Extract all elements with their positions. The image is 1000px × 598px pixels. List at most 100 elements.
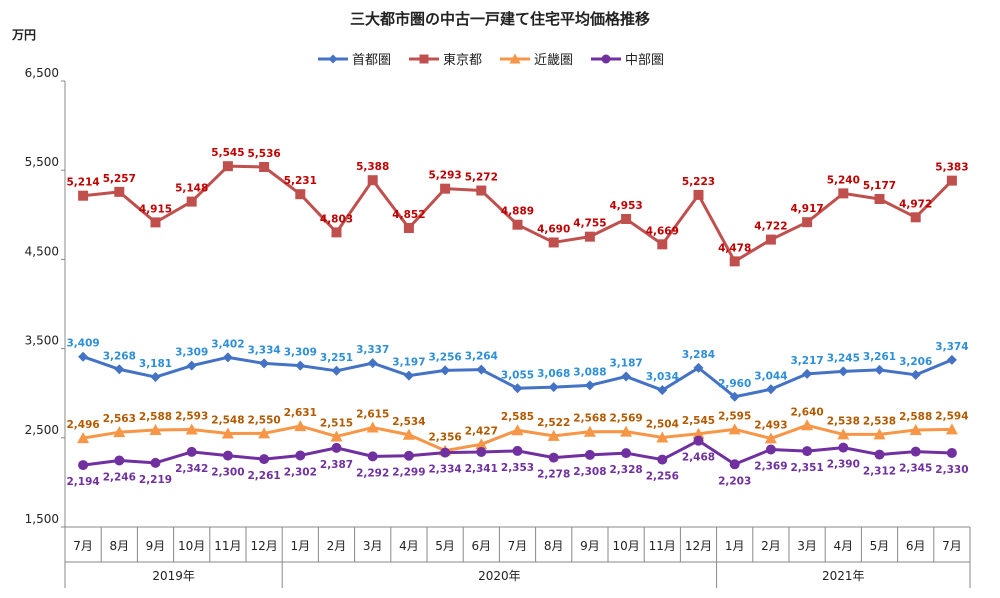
data-label: 2,585	[501, 411, 534, 423]
data-point	[512, 445, 523, 456]
data-label: 4,690	[537, 223, 570, 235]
data-point	[294, 420, 307, 432]
data-label: 3,337	[356, 344, 389, 356]
month-label: 6月	[471, 539, 491, 553]
data-label: 5,231	[284, 175, 317, 187]
data-label: 3,088	[573, 366, 606, 378]
data-point	[403, 370, 414, 381]
data-label: 2,593	[175, 411, 208, 423]
month-label: 6月	[906, 539, 926, 553]
data-point	[874, 449, 885, 460]
data-label: 2,261	[247, 470, 280, 482]
data-point	[258, 427, 271, 439]
data-label: 2,545	[682, 415, 715, 427]
data-point	[692, 427, 705, 439]
data-label: 3,284	[682, 349, 715, 361]
data-point	[693, 362, 704, 373]
month-label: 1月	[725, 539, 745, 553]
data-label: 2,353	[501, 462, 534, 474]
data-point	[114, 364, 125, 375]
data-label: 3,374	[935, 341, 968, 353]
data-point	[78, 190, 89, 201]
data-label: 5,148	[175, 183, 208, 195]
data-label: 3,197	[392, 357, 425, 369]
data-point	[331, 365, 342, 376]
data-label: 3,245	[827, 352, 860, 364]
data-point	[584, 380, 595, 391]
data-label: 2,640	[790, 406, 823, 418]
data-point	[874, 194, 885, 205]
data-point	[295, 360, 306, 371]
data-label: 2,563	[103, 413, 136, 425]
data-label: 2,256	[646, 471, 679, 483]
data-point	[185, 423, 198, 435]
legend-swatch-marker	[328, 54, 338, 64]
data-point	[729, 391, 740, 402]
data-point	[403, 223, 414, 234]
y-tick-label: 5,500	[25, 155, 59, 169]
data-point	[765, 234, 776, 245]
data-point	[874, 364, 885, 375]
month-label: 10月	[612, 539, 639, 553]
data-label: 2,341	[465, 463, 498, 475]
data-point	[222, 352, 233, 363]
data-point	[186, 446, 197, 457]
data-point	[621, 371, 632, 382]
legend: 首都圏 東京都 近畿圏 中部圏	[318, 52, 664, 68]
data-label: 3,187	[609, 358, 642, 370]
month-label: 12月	[250, 539, 277, 553]
data-point	[259, 358, 270, 369]
data-point	[584, 449, 595, 460]
data-label: 2,356	[428, 432, 461, 444]
data-label: 2,538	[827, 415, 860, 427]
data-point	[656, 431, 669, 443]
data-point	[910, 446, 921, 457]
data-point	[222, 450, 233, 461]
legend-item: 東京都	[409, 52, 482, 68]
data-point	[547, 429, 560, 441]
data-point	[838, 188, 849, 199]
data-label: 5,257	[103, 173, 136, 185]
data-point	[729, 459, 740, 470]
month-label: 12月	[685, 539, 712, 553]
data-label: 2,246	[103, 471, 136, 483]
month-label: 3月	[797, 539, 817, 553]
data-point	[802, 446, 813, 457]
data-point	[693, 435, 704, 446]
data-label: 2,387	[320, 459, 353, 471]
month-label: 3月	[363, 539, 383, 553]
data-label: 2,588	[139, 411, 172, 423]
legend-label: 中部圏	[625, 53, 664, 68]
data-label: 3,068	[537, 368, 570, 380]
data-point	[909, 423, 922, 435]
data-label: 2,219	[139, 474, 172, 486]
data-point	[367, 358, 378, 369]
data-label: 3,309	[175, 347, 208, 359]
data-point	[476, 185, 487, 196]
legend-item: 首都圏	[318, 53, 391, 68]
data-label: 3,309	[284, 347, 317, 359]
data-label: 4,852	[392, 209, 425, 221]
data-point	[946, 447, 957, 458]
month-label: 4月	[399, 539, 419, 553]
data-point	[873, 428, 886, 440]
data-label: 2,300	[211, 467, 244, 479]
data-point	[186, 196, 197, 207]
x-axis: 7月 8月 9月 10月 11月 12月 1月 2月 3月 4月 5月 6月 7月 8月 9月 10月 11月 1…	[64, 526, 971, 588]
data-point	[186, 360, 197, 371]
legend-item: 近畿圏	[500, 53, 573, 68]
y-tick-label: 6,500	[25, 66, 59, 80]
data-point	[295, 450, 306, 461]
legend-swatch-marker	[419, 54, 429, 64]
data-point	[440, 447, 451, 458]
month-label: 11月	[649, 539, 676, 553]
month-label: 7月	[942, 539, 962, 553]
data-label: 2,342	[175, 463, 208, 475]
month-label: 9月	[580, 539, 600, 553]
data-label: 2,330	[935, 464, 968, 476]
data-point	[512, 219, 523, 230]
data-label: 4,917	[790, 203, 823, 215]
